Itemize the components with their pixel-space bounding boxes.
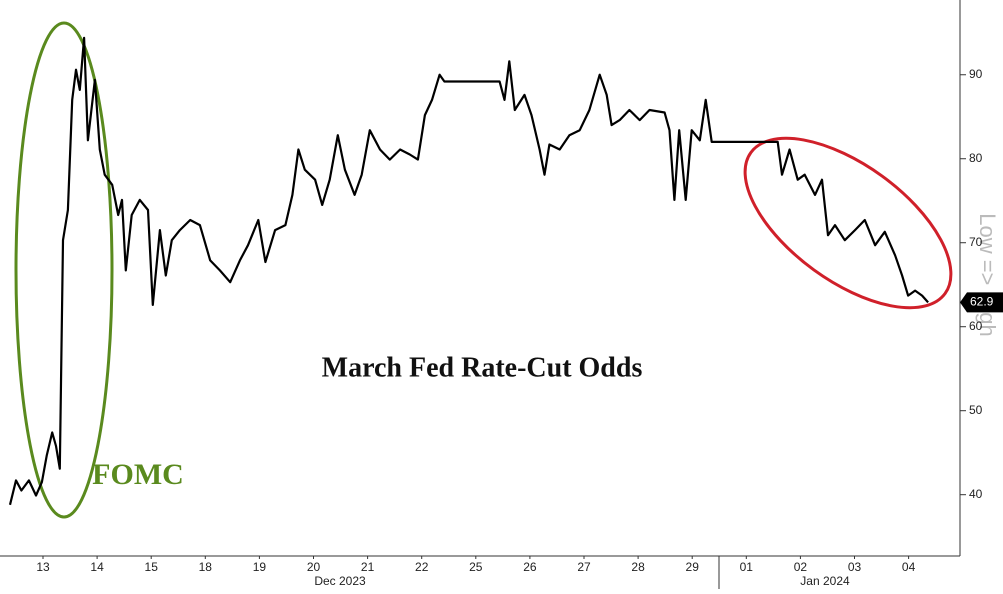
- month-label: Dec 2023: [314, 574, 366, 588]
- highlight-ellipse: [743, 136, 953, 310]
- x-tick-label: 25: [469, 560, 483, 574]
- x-tick-label: 04: [902, 560, 916, 574]
- y-axis-label: Low => High: [975, 213, 1000, 337]
- y-tick-label: 80: [969, 151, 983, 165]
- y-tick-label: 90: [969, 67, 983, 81]
- y-tick-label: 70: [969, 235, 983, 249]
- x-tick-label: 01: [740, 560, 754, 574]
- y-tick-label: 60: [969, 319, 983, 333]
- x-tick-label: 02: [794, 560, 808, 574]
- x-tick-label: 15: [145, 560, 159, 574]
- x-tick-label: 27: [577, 560, 591, 574]
- chart-title: March Fed Rate-Cut Odds: [322, 352, 643, 383]
- x-tick-label: 26: [523, 560, 537, 574]
- x-tick-label: 03: [848, 560, 862, 574]
- x-tick-label: 19: [253, 560, 267, 574]
- x-tick-label: 28: [631, 560, 645, 574]
- x-tick-label: 18: [199, 560, 213, 574]
- x-tick-label: 22: [415, 560, 429, 574]
- y-tick-label: 40: [969, 487, 983, 501]
- x-tick-label: 14: [90, 560, 104, 574]
- fomc-label: FOMC: [92, 458, 184, 491]
- last-value-box: [960, 292, 1003, 313]
- y-tick-label: 50: [969, 403, 983, 417]
- fomc-ellipse: [14, 21, 114, 519]
- x-tick-label: 29: [686, 560, 700, 574]
- x-tick-label: 20: [307, 560, 321, 574]
- month-label: Jan 2024: [800, 574, 850, 588]
- x-tick-label: 13: [36, 560, 50, 574]
- last-value-label: 62.9: [970, 295, 994, 309]
- x-tick-label: 21: [361, 560, 375, 574]
- line: [8, 36, 929, 506]
